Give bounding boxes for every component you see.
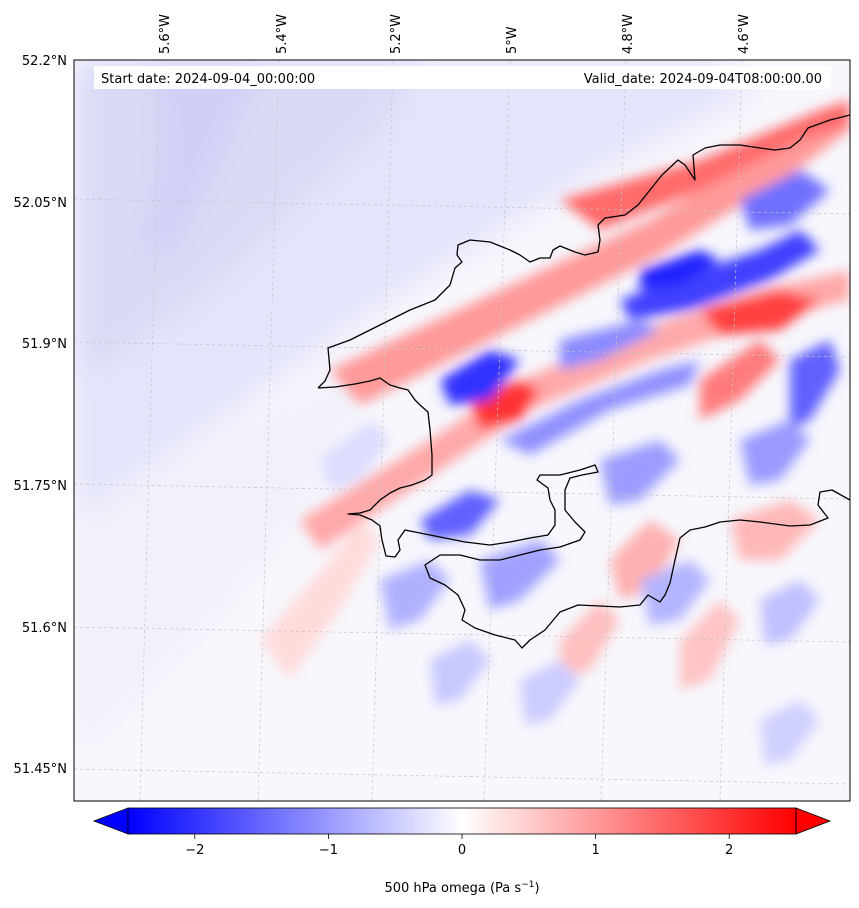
colorbar-tick-label: 0 (458, 843, 466, 858)
coastline (317, 114, 850, 649)
map-frame (73, 59, 851, 802)
colorbar-label: 500 hPa omega (Pa s−1) (384, 880, 539, 896)
lon-label: 5.2°W (389, 14, 404, 54)
colorbar-extend-high (795, 807, 832, 835)
lat-label: 51.6°N (22, 621, 67, 636)
colorbar-tick-label: 2 (725, 843, 733, 858)
colorbar-tick-label: 1 (591, 843, 599, 858)
lat-label: 51.9°N (22, 337, 67, 352)
lat-label: 51.45°N (14, 762, 67, 777)
omega-field-bands (260, 100, 850, 765)
lon-label: 5°W (505, 26, 520, 54)
lon-label: 4.8°W (621, 14, 636, 54)
colorbar-gradient (128, 808, 796, 834)
colorbar: −2 −1 0 1 2 500 hPa omega (Pa s−1) (92, 807, 832, 896)
map-panel: Start date: 2024-09-04_00:00:00 Valid_da… (74, 60, 850, 801)
lon-label: 5.6°W (158, 14, 173, 54)
lat-label: 52.05°N (14, 196, 67, 211)
colorbar-tick-label: −1 (319, 843, 338, 858)
lat-label: 51.75°N (14, 479, 67, 494)
colorbar-tick-label: −2 (185, 843, 204, 858)
lon-label: 5.4°W (275, 14, 290, 54)
info-box-background (94, 66, 831, 89)
valid-date-label: Valid_date: 2024-09-04T08:00:00.00 (584, 72, 822, 87)
info-box: Start date: 2024-09-04_00:00:00 Valid_da… (94, 66, 831, 89)
lat-label: 52.2°N (22, 54, 67, 69)
lon-label: 4.6°W (737, 14, 752, 54)
colorbar-ticks: −2 −1 0 1 2 (185, 834, 733, 858)
omega-field-smooth (74, 60, 760, 760)
start-date-label: Start date: 2024-09-04_00:00:00 (101, 72, 315, 87)
longitude-labels: 5.6°W 5.4°W 5.2°W 5°W 4.8°W 4.6°W (158, 14, 752, 54)
colorbar-extend-low (92, 807, 129, 835)
latitude-labels: 52.2°N 52.05°N 51.9°N 51.75°N 51.6°N 51.… (14, 54, 67, 777)
